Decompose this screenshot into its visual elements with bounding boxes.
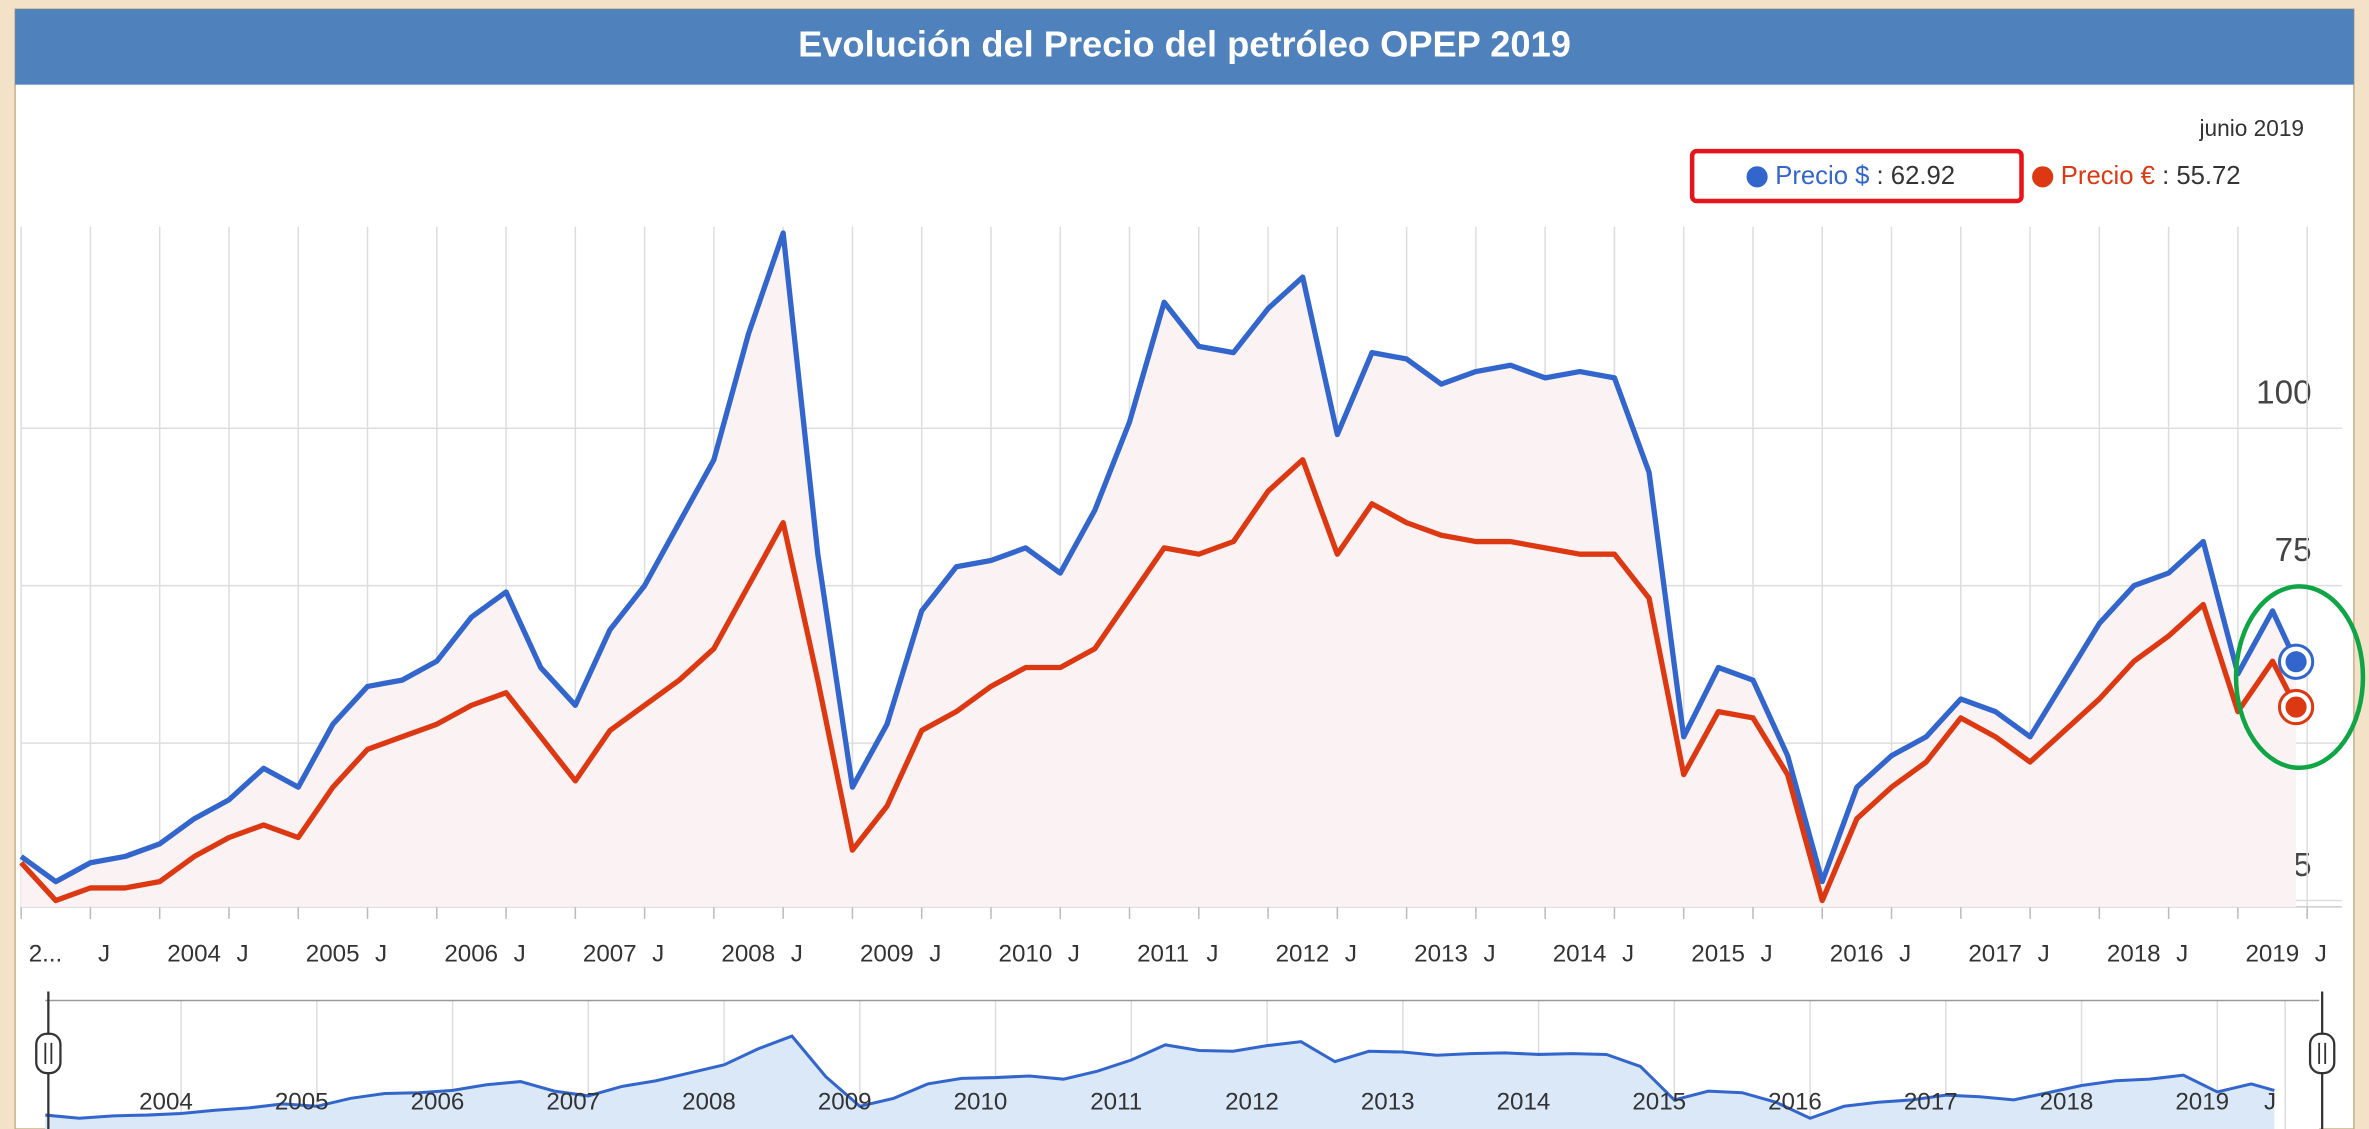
end-marker bbox=[2285, 696, 2307, 718]
navigator-tick-label: 2014 bbox=[1497, 1089, 1551, 1116]
x-tick-label: 2016 bbox=[1830, 941, 1884, 968]
navigator-tick-label: 2016 bbox=[1768, 1089, 1822, 1116]
navigator-handle[interactable] bbox=[35, 1032, 62, 1075]
navigator-tick-label: 2019 bbox=[2175, 1089, 2229, 1116]
x-tick-label: J bbox=[1899, 941, 1911, 968]
x-tick-label: J bbox=[1483, 941, 1495, 968]
legend-entry: Precio $ : 62.92 bbox=[1775, 162, 1955, 190]
y-tick-label: 100 bbox=[2256, 375, 2311, 412]
x-tick-label: J bbox=[1068, 941, 1080, 968]
navigator-tick-label: 2013 bbox=[1361, 1089, 1415, 1116]
navigator-tick-label: 2005 bbox=[275, 1089, 329, 1116]
x-tick-label: 2013 bbox=[1414, 941, 1468, 968]
legend-separator: : bbox=[1869, 162, 1890, 190]
navigator-area bbox=[45, 1036, 2275, 1129]
legend-entry: Precio € : 55.72 bbox=[2061, 162, 2241, 190]
title-bar bbox=[15, 9, 2354, 85]
legend: Precio $ : 62.92 Precio € : 55.72 bbox=[1746, 162, 2241, 190]
x-tick-label: J bbox=[652, 941, 664, 968]
highlight-circle bbox=[2233, 584, 2366, 771]
x-tick-label: J bbox=[1622, 941, 1634, 968]
x-tick-label: 2006 bbox=[444, 941, 498, 968]
navigator-tick-label: 2009 bbox=[818, 1089, 872, 1116]
x-tick-label: 2011 bbox=[1137, 941, 1189, 968]
line bbox=[19, 230, 2299, 885]
x-tick-label: 2... bbox=[29, 941, 63, 968]
legend-value: 55.72 bbox=[2176, 162, 2240, 190]
x-tick-label: 2019 bbox=[2245, 941, 2299, 968]
navigator-tick-label: 2006 bbox=[411, 1089, 465, 1116]
navigator-tick-label: 2008 bbox=[682, 1089, 736, 1116]
legend-date: junio 2019 bbox=[2198, 115, 2304, 141]
navigator-tick-label: 2004 bbox=[139, 1089, 193, 1116]
x-tick-label: 2007 bbox=[583, 941, 637, 968]
navigator-tick-label: 2007 bbox=[546, 1089, 600, 1116]
x-tick-label: 2014 bbox=[1553, 941, 1607, 968]
x-tick-label: J bbox=[98, 941, 110, 968]
x-tick-label: 2005 bbox=[306, 941, 360, 968]
navigator[interactable]: 2004 2005 2006 2007 2008 2009 2010 2011 2012 2013… bbox=[35, 991, 2336, 1129]
area bbox=[21, 233, 2297, 907]
x-tick-label: 2012 bbox=[1276, 941, 1330, 968]
x-tick-label: J bbox=[929, 941, 941, 968]
x-tick-label: J bbox=[375, 941, 387, 968]
navigator-line bbox=[45, 1034, 2275, 1120]
highlight-box bbox=[1689, 148, 2024, 204]
legend-name: Precio $ bbox=[1775, 162, 1869, 190]
x-tick-label: J bbox=[791, 941, 803, 968]
navigator-tick-label: J bbox=[2264, 1089, 2276, 1116]
x-tick-label: J bbox=[1761, 941, 1773, 968]
plot bbox=[19, 230, 2315, 907]
legend-swatch bbox=[1746, 166, 1768, 188]
x-tick-label: J bbox=[2315, 941, 2327, 968]
x-tick-label: J bbox=[1345, 941, 1357, 968]
navigator-tick-label: 2017 bbox=[1904, 1089, 1958, 1116]
legend-swatch bbox=[2032, 166, 2054, 188]
navigator-tick-label: 2010 bbox=[954, 1089, 1008, 1116]
x-tick-label: J bbox=[1206, 941, 1218, 968]
x-tick-label: 2018 bbox=[2107, 941, 2161, 968]
navigator-tick-label: 2015 bbox=[1632, 1089, 1686, 1116]
x-tick-label: J bbox=[2038, 941, 2050, 968]
x-tick-label: 2004 bbox=[167, 941, 221, 968]
x-tick-label: 2017 bbox=[1968, 941, 2022, 968]
x-tick-label: J bbox=[2176, 941, 2188, 968]
x-tick-label: J bbox=[237, 941, 249, 968]
navigator-tick-label: 2011 bbox=[1090, 1089, 1142, 1116]
x-tick-label: 2008 bbox=[721, 941, 775, 968]
y-tick-label: 75 bbox=[2275, 532, 2312, 569]
navigator-tick-label: 2012 bbox=[1225, 1089, 1279, 1116]
x-tick-label: 2009 bbox=[860, 941, 914, 968]
legend-separator: : bbox=[2155, 162, 2176, 190]
x-tick-label: J bbox=[514, 941, 526, 968]
x-tick-label: 2010 bbox=[999, 941, 1053, 968]
line bbox=[19, 457, 2299, 904]
x-tick-label: 2015 bbox=[1691, 941, 1745, 968]
chart-title: Evolución del Precio del petróleo OPEP 2… bbox=[798, 23, 1571, 64]
navigator-handle[interactable] bbox=[2308, 1032, 2336, 1075]
legend-value: 62.92 bbox=[1891, 162, 1955, 190]
navigator-tick-label: 2018 bbox=[2040, 1089, 2094, 1116]
legend-name: Precio € bbox=[2061, 162, 2155, 190]
end-marker bbox=[2285, 651, 2307, 673]
